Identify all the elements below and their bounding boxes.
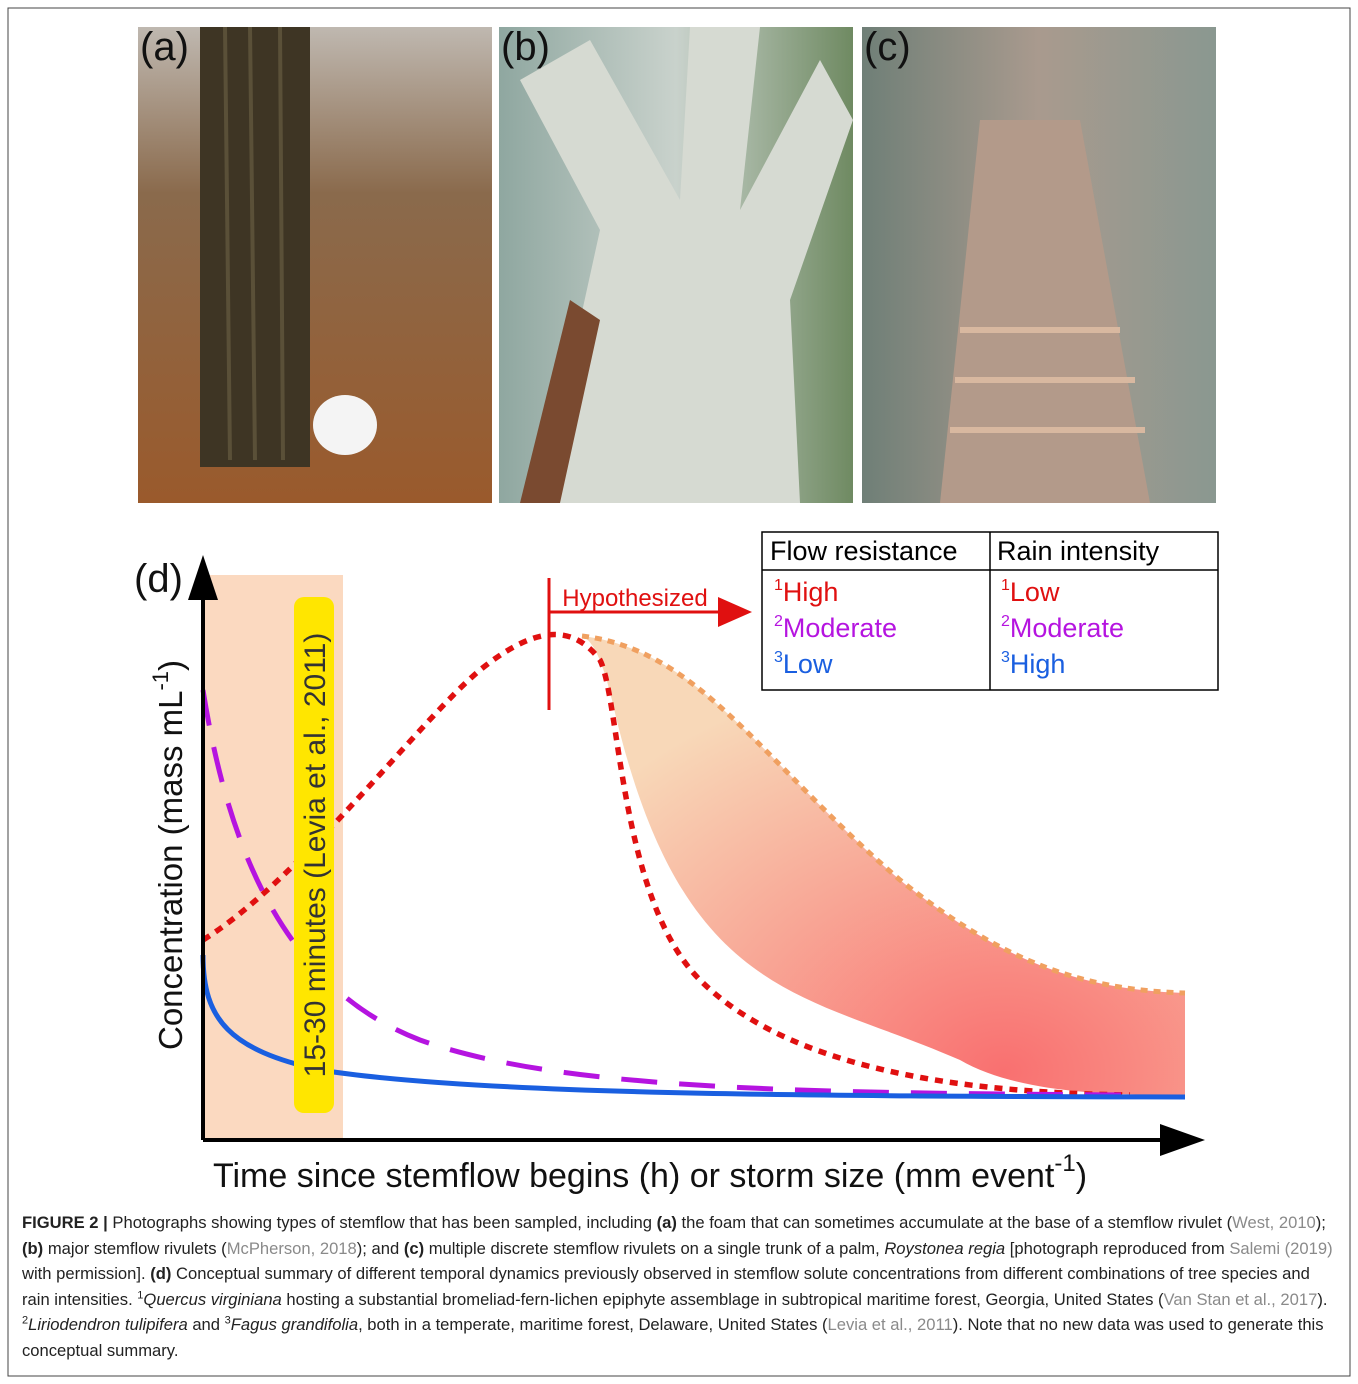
table-cell: 3High <box>1001 649 1065 679</box>
cell-sup: 3 <box>1001 649 1010 666</box>
table-header: Rain intensity <box>997 536 1160 566</box>
shaded-label-group: 15-30 minutes (Levia et al., 2011) <box>294 597 334 1113</box>
panel-label: (c) <box>864 25 911 69</box>
panel-label: (d) <box>134 557 183 601</box>
page: Figure 2 { "panels": [{"label": "(a)"}, … <box>0 0 1358 1384</box>
cell-text: Low <box>783 649 833 679</box>
caption-text: ). <box>1317 1290 1327 1309</box>
y-axis-label: Concentration (mass mL-1) <box>148 660 189 1050</box>
cell-sup: 2 <box>1001 613 1010 630</box>
citation-link[interactable]: Van Stan et al., 2017 <box>1164 1290 1318 1309</box>
page-body: (a) (b) (c) Hypothesized (d) Concentrati… <box>0 0 1358 1384</box>
caption-text: Fagus grandifolia <box>231 1315 358 1334</box>
caption-text: FIGURE 2 | <box>22 1213 108 1232</box>
caption-text: (a) <box>657 1213 677 1232</box>
caption-text: ); <box>1316 1213 1326 1232</box>
cell-text: High <box>783 577 839 607</box>
table-cell: 1Low <box>1001 577 1060 607</box>
hypothesized-range <box>582 636 1185 1095</box>
label-text: ) <box>1076 1157 1087 1195</box>
table-header: Flow resistance <box>770 536 958 566</box>
cell-text: Moderate <box>783 613 897 643</box>
label-text: ) <box>152 660 189 671</box>
cell-sup: 3 <box>774 649 783 666</box>
x-axis-label: Time since stemflow begins (h) or storm … <box>213 1150 1087 1195</box>
caption-text: major stemflow rivulets ( <box>43 1239 227 1258</box>
panel-label: (b) <box>501 25 550 69</box>
cell-sup: 2 <box>774 613 783 630</box>
caption-text: and <box>188 1315 225 1334</box>
axis-arrow <box>1160 1124 1205 1156</box>
caption-text: ); and <box>357 1239 404 1258</box>
table-cell: 2Moderate <box>1001 613 1124 643</box>
table-cell: 3Low <box>774 649 833 679</box>
caption-text: with permission]. <box>22 1264 150 1283</box>
photo-a <box>138 27 492 503</box>
citation-link[interactable]: West, 2010 <box>1232 1213 1316 1232</box>
caption-text: , both in a temperate, maritime forest, … <box>358 1315 827 1334</box>
caption-text: hosting a substantial bromeliad-fern-lic… <box>282 1290 1164 1309</box>
citation-link[interactable]: McPherson, 2018 <box>227 1239 357 1258</box>
table-cell: 1High <box>774 577 838 607</box>
citation-link[interactable]: Salemi (2019) <box>1229 1239 1332 1258</box>
caption-text: multiple discrete stemflow rivulets on a… <box>424 1239 884 1258</box>
arrow-head <box>718 597 752 627</box>
figure: (a) (b) (c) Hypothesized (d) Concentrati… <box>0 0 1358 1384</box>
caption-text: (b) <box>22 1239 43 1258</box>
caption-text: [photograph reproduced from <box>1005 1239 1229 1258</box>
cell-text: Low <box>1010 577 1060 607</box>
shaded-label: 15-30 minutes (Levia et al., 2011) <box>299 633 332 1078</box>
caption-text: (d) <box>150 1264 171 1283</box>
label-sup: -1 <box>148 671 173 691</box>
caption-text: (c) <box>404 1239 424 1258</box>
cell-sup: 1 <box>1001 577 1010 594</box>
photo-b <box>499 27 853 503</box>
citation-link[interactable]: Levia et al., 2011 <box>828 1315 953 1334</box>
caption-text: the foam that can sometimes accumulate a… <box>677 1213 1232 1232</box>
label-sup: -1 <box>1054 1150 1075 1177</box>
panel-label: (a) <box>140 25 189 69</box>
caption-text: Roystonea regia <box>884 1239 1005 1258</box>
caption-text: Photographs showing types of stemflow th… <box>108 1213 657 1232</box>
cell-text: High <box>1010 649 1066 679</box>
caption-text: Liriodendron tulipifera <box>28 1315 188 1334</box>
caption: FIGURE 2 | Photographs showing types of … <box>22 1210 1340 1363</box>
label-text: Concentration (mass mL <box>152 691 189 1050</box>
cell-sup: 1 <box>774 577 783 594</box>
label-text: Time since stemflow begins (h) or storm … <box>213 1157 1055 1195</box>
arrow-label: Hypothesized <box>562 585 707 612</box>
caption-text: Quercus virginiana <box>143 1290 281 1309</box>
cell-text: Moderate <box>1010 613 1124 643</box>
table-cell: 2Moderate <box>774 613 897 643</box>
photo-c <box>862 27 1216 503</box>
